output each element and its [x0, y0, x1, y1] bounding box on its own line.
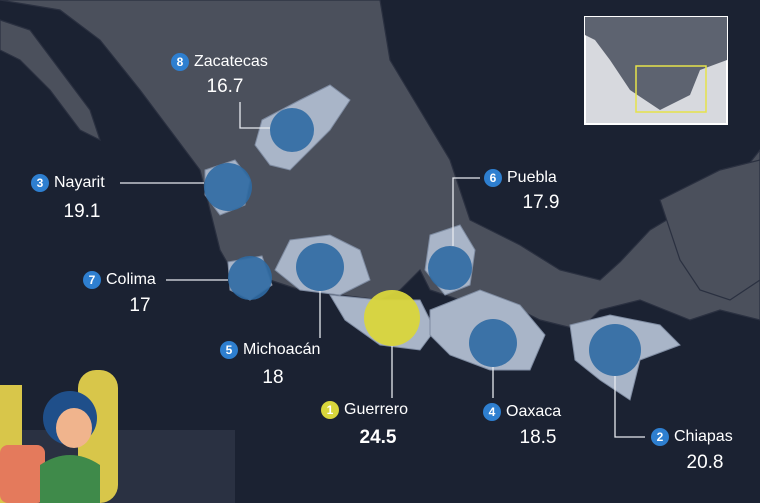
traveler-illustration [0, 370, 235, 503]
face [56, 408, 92, 448]
state-name: Nayarit [54, 174, 105, 191]
rank-number: 4 [489, 405, 496, 419]
state-value: 18 [262, 367, 283, 388]
leader-line [452, 177, 480, 246]
leader-line [239, 102, 270, 129]
state-name: Chiapas [674, 428, 733, 445]
value-bubble [270, 108, 314, 152]
state-name: Guerrero [344, 401, 408, 418]
state-labels: 8 Zacatecas 16.7 3 Nayarit 19.1 6 Puebla 17.9 7 Co… [31, 53, 733, 473]
state-name: Colima [106, 271, 156, 288]
bag [0, 445, 45, 503]
state-value: 19.1 [64, 201, 101, 222]
value-bubble [228, 256, 272, 300]
rank-number: 2 [657, 430, 664, 444]
value-bubble [296, 243, 344, 291]
state-name: Oaxaca [506, 403, 561, 420]
state-name: Zacatecas [194, 53, 268, 70]
rank-badge [651, 428, 669, 446]
value-bubble [204, 163, 252, 211]
rank-number: 8 [177, 55, 184, 69]
body [40, 455, 100, 503]
state-value: 17 [129, 295, 150, 316]
value-bubble [589, 324, 641, 376]
value-bubble [469, 319, 517, 367]
inset-map [584, 16, 728, 125]
rank-number: 6 [490, 171, 497, 185]
rank-number: 7 [89, 273, 96, 287]
state-name: Michoacán [243, 341, 320, 358]
inset-highlight [635, 65, 707, 113]
value-bubble [364, 290, 420, 346]
rank-badge [31, 174, 49, 192]
rank-badge [321, 401, 339, 419]
state-value: 16.7 [207, 76, 244, 97]
rank-badge [171, 53, 189, 71]
rank-number: 5 [226, 343, 233, 357]
rank-badge [483, 403, 501, 421]
leader-line [614, 376, 645, 438]
rank-badge [83, 271, 101, 289]
rank-number: 3 [37, 176, 44, 190]
state-name: Puebla [507, 169, 557, 186]
state-value: 20.8 [687, 452, 724, 473]
inset-land [585, 17, 727, 110]
rank-badge [484, 169, 502, 187]
state-value: 24.5 [360, 427, 397, 448]
state-value: 17.9 [523, 192, 560, 213]
value-bubble [428, 246, 472, 290]
state-value: 18.5 [520, 427, 557, 448]
rank-badge [220, 341, 238, 359]
rank-number: 1 [327, 403, 334, 417]
